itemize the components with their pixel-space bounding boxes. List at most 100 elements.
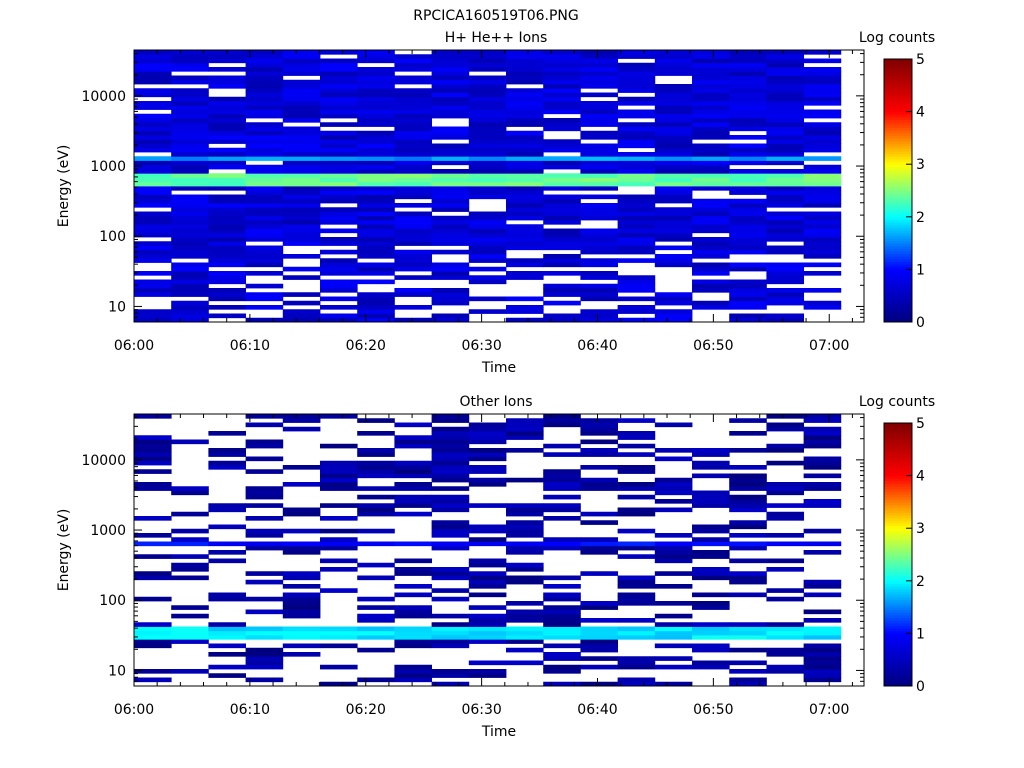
- heatmap-cell: [320, 194, 358, 200]
- colorbar-swatch: [884, 467, 912, 471]
- heatmap-cell: [431, 571, 470, 576]
- heatmap-cell: [394, 669, 433, 674]
- heatmap-cell: [766, 271, 805, 276]
- heatmap-cell: [468, 224, 507, 229]
- heatmap-cell: [543, 584, 581, 589]
- heatmap-cell: [766, 203, 805, 208]
- heatmap-cell: [617, 630, 656, 636]
- colorbar-swatch: [884, 151, 912, 155]
- heatmap-cell: [171, 309, 209, 314]
- colorbar-swatch: [884, 438, 912, 442]
- heatmap-cell: [580, 169, 619, 174]
- heatmap-cell: [692, 54, 730, 59]
- heatmap-cell: [468, 105, 507, 110]
- heatmap-cell: [134, 317, 172, 323]
- heatmap-cell: [357, 647, 395, 653]
- heatmap-cell: [282, 118, 321, 123]
- heatmap-cell: [134, 194, 172, 200]
- heatmap-cell: [245, 181, 284, 187]
- heatmap-cell: [431, 477, 470, 483]
- colorbar-label: Log counts: [859, 394, 935, 410]
- heatmap-cell: [692, 537, 730, 542]
- heatmap-cell: [617, 452, 656, 457]
- heatmap-cell: [729, 524, 767, 530]
- heatmap-cell: [245, 224, 284, 229]
- heatmap-cell: [617, 664, 656, 670]
- heatmap-cell: [803, 414, 842, 419]
- heatmap-cell: [431, 545, 470, 551]
- heatmap-cell: [171, 164, 209, 170]
- heatmap-cell: [431, 435, 470, 440]
- colorbar-swatch: [884, 580, 912, 584]
- heatmap-cell: [803, 113, 842, 119]
- heatmap-cell: [282, 177, 321, 183]
- colorbar-swatch: [884, 261, 912, 265]
- heatmap-cell: [245, 237, 284, 242]
- heatmap-cell: [245, 135, 284, 140]
- heatmap-cell: [580, 58, 619, 64]
- heatmap-cell: [803, 271, 842, 276]
- heatmap-cell: [766, 224, 805, 229]
- heatmap-cell: [729, 232, 767, 238]
- heatmap-cell: [208, 152, 246, 157]
- heatmap-cell: [729, 477, 767, 483]
- heatmap-cell: [506, 601, 544, 606]
- heatmap-cell: [617, 177, 656, 183]
- heatmap-cell: [580, 639, 619, 644]
- heatmap-cell: [245, 677, 284, 683]
- heatmap-cell: [171, 109, 209, 115]
- heatmap-cell: [766, 122, 805, 127]
- heatmap-cell: [357, 486, 395, 491]
- heatmap-cell: [506, 71, 544, 76]
- heatmap-cell: [729, 50, 767, 55]
- heatmap-cell: [506, 575, 544, 581]
- heatmap-cell: [134, 533, 172, 538]
- heatmap-cell: [431, 469, 470, 474]
- colorbar-swatch: [884, 135, 912, 139]
- colorbar-swatch: [884, 617, 912, 621]
- colorbar-swatch: [884, 622, 912, 627]
- heatmap-cell: [134, 309, 172, 314]
- heatmap-cell: [729, 647, 767, 653]
- heatmap-cell: [282, 426, 321, 432]
- heatmap-cell: [766, 664, 805, 670]
- heatmap-cell: [431, 126, 470, 132]
- heatmap-cell: [543, 669, 581, 674]
- heatmap-cell: [171, 156, 209, 161]
- colorbar-swatch: [884, 132, 912, 136]
- heatmap-cell: [431, 313, 470, 319]
- heatmap-cell: [580, 228, 619, 234]
- heatmap-cell: [617, 54, 656, 59]
- heatmap-cell: [245, 186, 284, 191]
- heatmap-cell: [394, 258, 433, 263]
- heatmap-cell: [431, 622, 470, 627]
- heatmap-cell: [617, 101, 656, 106]
- colorbar-swatch: [884, 649, 912, 653]
- heatmap-cell: [431, 669, 470, 674]
- heatmap-cell: [729, 198, 767, 204]
- colorbar-swatch: [884, 119, 912, 123]
- heatmap-cell: [803, 237, 842, 242]
- heatmap-cell: [580, 177, 619, 183]
- heatmap-cell: [617, 249, 656, 255]
- heatmap-cell: [543, 79, 581, 85]
- heatmap-cell: [431, 443, 470, 449]
- colorbar-swatch: [884, 428, 912, 432]
- heatmap-cell: [208, 96, 246, 102]
- heatmap-cell: [171, 54, 209, 59]
- heatmap-cell: [468, 228, 507, 234]
- heatmap-cell: [282, 152, 321, 157]
- heatmap-cell: [468, 426, 507, 432]
- heatmap-cell: [357, 305, 395, 310]
- heatmap-cell: [729, 626, 767, 632]
- heatmap-cell: [580, 426, 619, 432]
- heatmap-cell: [208, 122, 246, 127]
- heatmap-cell: [766, 249, 805, 255]
- heatmap-cell: [394, 584, 433, 589]
- heatmap-cell: [617, 220, 656, 225]
- heatmap-cell: [171, 143, 209, 149]
- heatmap-cell: [431, 673, 470, 678]
- heatmap-cell: [468, 448, 507, 453]
- heatmap-cell: [282, 224, 321, 229]
- heatmap-cell: [506, 211, 544, 217]
